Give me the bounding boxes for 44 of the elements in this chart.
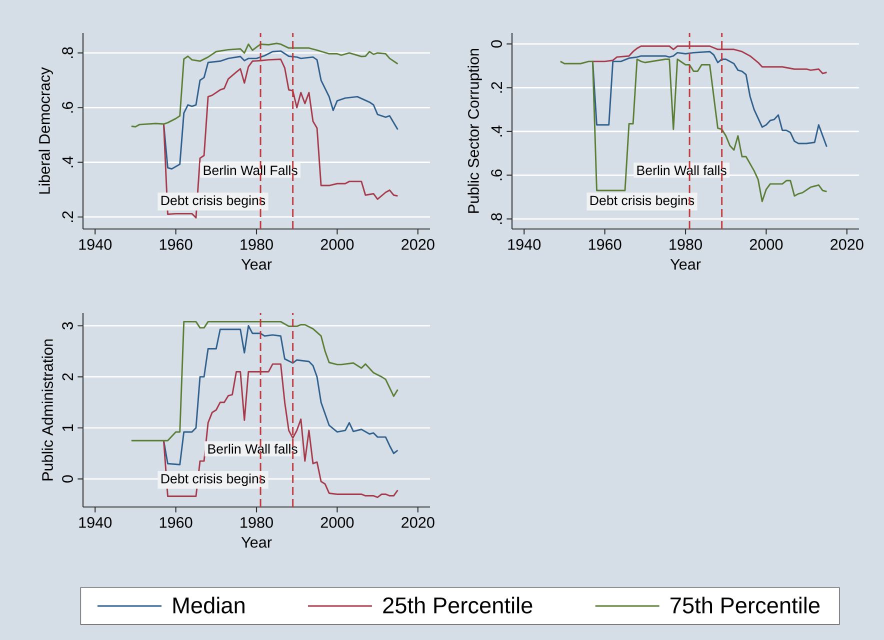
x-tick-label: 2000 xyxy=(320,239,354,250)
y-tick-label: .8 xyxy=(491,213,502,224)
x-tick-label: 1980 xyxy=(240,517,273,528)
x-axis-title: Year xyxy=(241,537,272,548)
x-tick-label: 1980 xyxy=(240,239,273,250)
y-tick-label: .4 xyxy=(62,156,73,168)
y-tick-label: 3 xyxy=(62,322,73,330)
legend-label: Median xyxy=(173,596,244,614)
y-tick-label: .6 xyxy=(491,169,502,180)
x-tick-label: 2000 xyxy=(320,517,354,528)
y-tick-label: .8 xyxy=(62,47,73,58)
y-tick-label: .6 xyxy=(62,102,73,113)
x-tick-label: 2020 xyxy=(402,239,434,250)
y-axis-title: Public Sector Corruption xyxy=(468,48,482,213)
ref-line-label: Berlin Wall falls xyxy=(208,444,298,454)
line-series xyxy=(592,50,828,148)
line-series xyxy=(162,325,398,466)
y-tick-label: 1 xyxy=(62,424,73,431)
x-tick-label: 1960 xyxy=(160,517,192,528)
legend-label: 75th Percentile xyxy=(670,596,820,614)
x-tick-label: 1940 xyxy=(79,239,112,250)
x-axis-title: Year xyxy=(241,259,272,270)
x-tick-label: 1940 xyxy=(508,239,541,250)
y-tick-label: 2 xyxy=(62,373,73,380)
y-tick-label: .2 xyxy=(491,82,502,93)
x-tick-label: 2020 xyxy=(402,517,434,528)
line-series xyxy=(592,45,828,74)
x-tick-label: 1940 xyxy=(79,517,112,528)
legend-label: 25th Percentile xyxy=(383,596,532,614)
y-tick-label: 0 xyxy=(491,40,502,48)
y-tick-label: .4 xyxy=(491,125,502,136)
x-tick-label: 1960 xyxy=(588,239,622,250)
x-tick-label: 2000 xyxy=(750,239,783,250)
y-tick-label: .2 xyxy=(62,211,73,222)
x-tick-label: 1980 xyxy=(670,239,702,250)
ref-line-label: Berlin Wall falls xyxy=(637,165,726,176)
x-tick-label: 2020 xyxy=(830,239,864,250)
line-series xyxy=(162,58,398,219)
x-axis-title: Year xyxy=(670,259,701,270)
y-axis-title: Liberal Democracy xyxy=(38,67,53,194)
y-axis-title: Public Administration xyxy=(42,339,53,480)
y-tick-label: 0 xyxy=(62,475,73,483)
ref-line-label: Berlin Wall Falls xyxy=(204,165,298,176)
x-tick-label: 1960 xyxy=(160,239,192,250)
